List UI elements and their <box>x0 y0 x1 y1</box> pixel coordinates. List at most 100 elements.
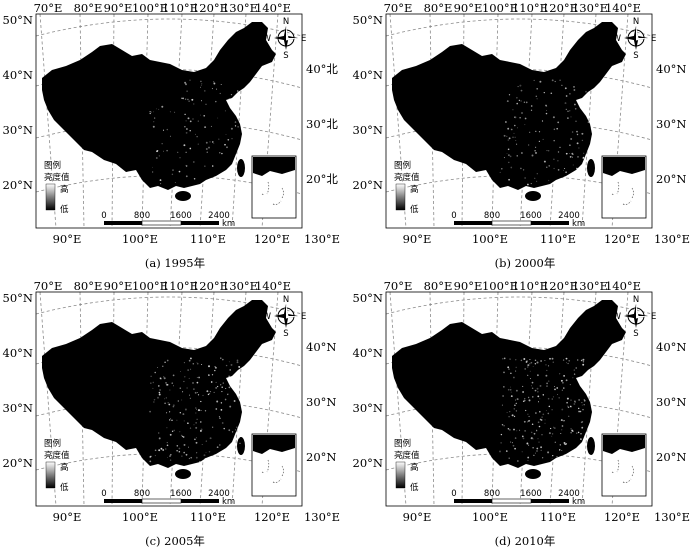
light-dot <box>156 150 159 152</box>
light-dot <box>163 377 166 380</box>
compass-n: N <box>633 17 639 27</box>
compass-rose: N S E W <box>263 295 307 339</box>
light-dot <box>582 358 585 361</box>
light-dot <box>230 363 233 366</box>
light-dot <box>548 150 550 152</box>
light-dot <box>173 429 176 432</box>
light-dot <box>536 450 538 452</box>
light-dot <box>153 399 155 401</box>
lon-label-top: 90°E <box>104 279 133 293</box>
light-dot <box>203 454 206 457</box>
light-dot <box>153 401 155 403</box>
light-dot <box>538 140 541 143</box>
light-dot <box>161 143 163 145</box>
light-dot <box>561 389 563 391</box>
light-dot <box>185 151 187 153</box>
light-dot <box>159 389 161 391</box>
light-dot <box>199 429 202 432</box>
lon-label-bottom: 90°E <box>53 232 82 246</box>
light-dot <box>558 397 560 399</box>
light-dot <box>193 388 195 390</box>
lat-label-left: 50°N <box>3 13 33 27</box>
light-dot <box>556 456 558 458</box>
light-dot <box>198 376 200 379</box>
light-dot <box>573 403 576 405</box>
light-dot <box>582 408 584 411</box>
light-dot <box>158 437 161 440</box>
light-dot <box>185 453 188 456</box>
graticule-line <box>36 296 302 315</box>
light-dot <box>502 357 504 360</box>
light-dot <box>179 431 181 433</box>
light-dot <box>576 167 578 170</box>
light-dot <box>515 410 518 412</box>
light-dot <box>208 374 210 376</box>
light-dot <box>513 415 516 418</box>
light-dot <box>573 86 575 88</box>
light-dot <box>516 398 519 401</box>
light-dot <box>532 366 534 367</box>
light-dot <box>557 160 559 162</box>
light-dot <box>517 127 518 129</box>
light-dot <box>205 103 207 105</box>
lon-label-top: 90°E <box>454 279 483 293</box>
legend-gradient <box>395 461 406 489</box>
south-china-sea-inset <box>251 155 297 219</box>
light-dot <box>524 177 526 179</box>
light-dot <box>214 369 216 372</box>
light-dot <box>544 359 546 361</box>
scale-tick: 2400 <box>558 211 580 221</box>
light-dot <box>510 441 512 443</box>
light-dot <box>565 362 567 364</box>
light-dot <box>236 361 239 364</box>
light-dot <box>169 389 171 391</box>
light-dot <box>573 369 575 371</box>
light-dot <box>196 381 199 384</box>
light-dot <box>188 457 191 460</box>
light-dot <box>575 120 577 122</box>
light-dot <box>546 150 548 152</box>
light-dot <box>191 98 194 101</box>
light-dot <box>530 109 533 111</box>
light-dot <box>154 455 156 457</box>
light-dot <box>578 410 580 413</box>
scale-tick: 1600 <box>520 211 542 221</box>
light-dot <box>554 386 555 387</box>
lon-label-bottom: 100°E <box>122 232 158 246</box>
panel-caption: (a) 1995年 <box>145 256 205 270</box>
light-dot <box>194 438 196 441</box>
light-dot <box>160 183 162 185</box>
light-dot <box>582 421 584 423</box>
light-dot <box>516 155 518 157</box>
light-dot <box>588 454 591 457</box>
light-dot <box>564 168 566 169</box>
light-dot <box>220 402 223 404</box>
light-dot <box>541 120 544 122</box>
light-dot <box>520 167 522 170</box>
light-dot <box>527 183 529 186</box>
light-dot <box>153 121 155 123</box>
light-dot <box>535 412 537 414</box>
light-dot <box>522 385 524 387</box>
light-dot <box>583 404 585 406</box>
light-dot <box>548 179 550 182</box>
lon-label-bottom: 110°E <box>540 510 576 524</box>
light-dot <box>229 176 231 178</box>
light-dot <box>159 179 162 181</box>
legend-high: 高 <box>60 462 69 473</box>
light-dot <box>158 155 160 157</box>
light-dot <box>183 380 185 383</box>
light-dot <box>516 143 518 145</box>
light-dot <box>158 108 160 110</box>
light-dot <box>524 124 526 126</box>
light-dot <box>195 408 198 410</box>
lat-label-left: 40°N <box>3 68 33 82</box>
light-dot <box>185 175 188 178</box>
light-dot <box>202 462 204 464</box>
light-dot <box>562 359 565 361</box>
light-dot <box>542 138 544 140</box>
light-dot <box>236 359 239 362</box>
light-dot <box>506 412 508 414</box>
